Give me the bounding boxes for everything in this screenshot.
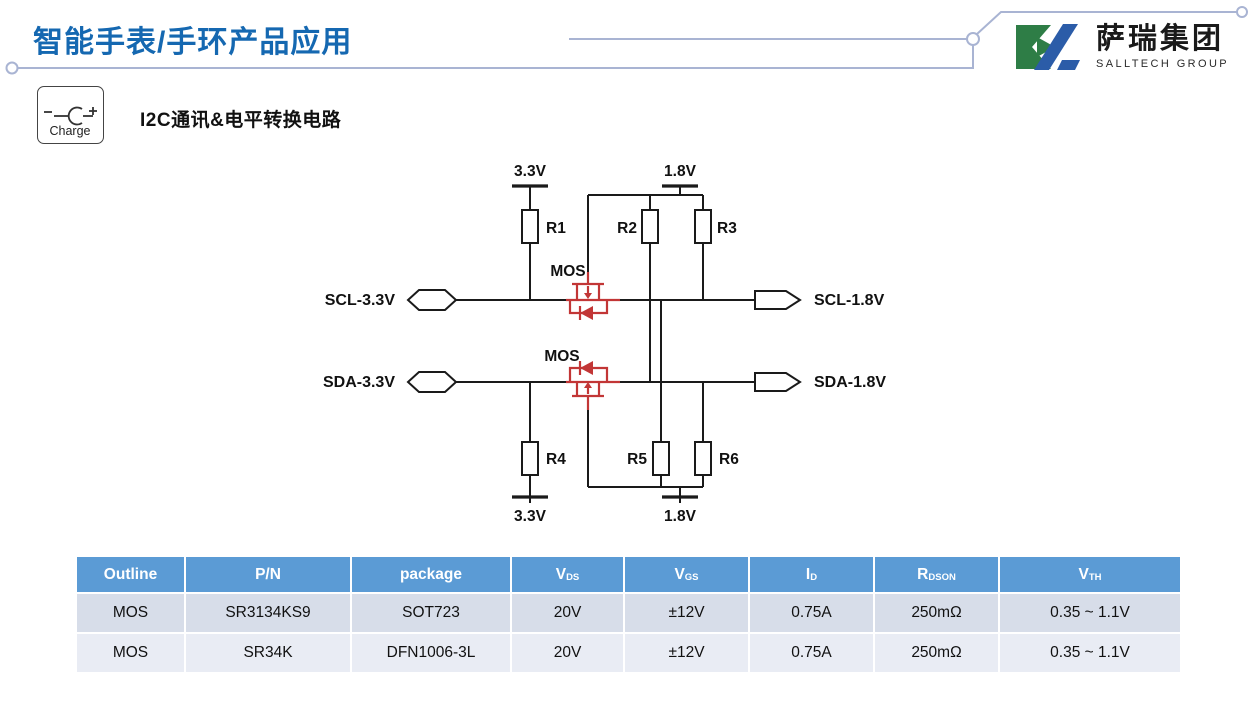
table-row1-rdson: 250mΩ bbox=[875, 592, 1000, 632]
col-header-vds: V DS bbox=[512, 557, 625, 592]
sda-out-connector bbox=[754, 372, 802, 392]
r1-label: R1 bbox=[546, 220, 566, 237]
resistor-r1 bbox=[521, 209, 539, 244]
col-header-pn: P/N bbox=[186, 557, 352, 592]
logo-mark-icon bbox=[1016, 24, 1080, 70]
sda-in-label: SDA-3.3V bbox=[323, 374, 395, 391]
logo-text: 萨瑞集团 SALLTECH GROUP bbox=[1096, 22, 1229, 77]
logo-name-cn: 萨瑞集团 bbox=[1096, 23, 1225, 55]
table-row2-outline: MOS bbox=[77, 632, 186, 672]
scl-in-label: SCL-3.3V bbox=[325, 292, 396, 309]
r6-label: R6 bbox=[719, 451, 739, 468]
section-heading: I2C通讯&电平转换电路 bbox=[140, 110, 342, 131]
charge-label: Charge bbox=[50, 124, 91, 138]
rail-top-33v-label: 3.3V bbox=[514, 163, 547, 180]
resistor-r4 bbox=[521, 441, 539, 476]
col-header-rdson: R DSON bbox=[875, 557, 1000, 592]
scl-in-connector bbox=[406, 289, 458, 311]
table-row2-pn: SR34K bbox=[186, 632, 352, 672]
battery-charge-icon: Charge bbox=[44, 106, 97, 138]
rail-top-18v-label: 1.8V bbox=[664, 163, 697, 180]
table-row2-vds: 20V bbox=[512, 632, 625, 672]
col-header-outline: Outline bbox=[77, 557, 186, 592]
table-row2-vth: 0.35 ~ 1.1V bbox=[1000, 632, 1180, 672]
table-row2-rdson: 250mΩ bbox=[875, 632, 1000, 672]
mos-scl-label: MOS bbox=[550, 263, 585, 280]
page-title: 智能手表/手环产品应用 bbox=[33, 26, 353, 59]
scl-out-label: SCL-1.8V bbox=[814, 292, 885, 309]
i2c-level-shift-schematic: 3.3V 1.8V 3.3V 1.8V R1 R2 R3 R4 R5 R6 MO… bbox=[323, 163, 886, 525]
resistors bbox=[521, 209, 712, 476]
table-row1-package: SOT723 bbox=[352, 592, 512, 632]
table-row1-outline: MOS bbox=[77, 592, 186, 632]
resistor-r5 bbox=[652, 441, 670, 476]
table-row1-pn: SR3134KS9 bbox=[186, 592, 352, 632]
mosfet-scl bbox=[566, 272, 620, 320]
sda-out-label: SDA-1.8V bbox=[814, 374, 886, 391]
logo-name-en: SALLTECH GROUP bbox=[1096, 58, 1230, 70]
table-row2-id: 0.75A bbox=[750, 632, 875, 672]
r4-label: R4 bbox=[546, 451, 566, 468]
mos-sda-label: MOS bbox=[544, 348, 579, 365]
rail-bottom-33v-label: 3.3V bbox=[514, 508, 547, 525]
table-row2-package: DFN1006-3L bbox=[352, 632, 512, 672]
resistor-r2 bbox=[641, 209, 659, 244]
port-connectors bbox=[406, 289, 802, 393]
mosfet-sda bbox=[566, 361, 620, 410]
table-row1-id: 0.75A bbox=[750, 592, 875, 632]
table-row2-vgs: ±12V bbox=[625, 632, 750, 672]
company-logo: 萨瑞集团 SALLTECH GROUP bbox=[1016, 22, 1248, 77]
r2-label: R2 bbox=[617, 220, 637, 237]
table-row1-vds: 20V bbox=[512, 592, 625, 632]
scl-out-connector bbox=[754, 290, 802, 310]
col-header-vth: V TH bbox=[1000, 557, 1180, 592]
r3-label: R3 bbox=[717, 220, 737, 237]
col-header-vgs: V GS bbox=[625, 557, 750, 592]
resistor-r6 bbox=[694, 441, 712, 476]
rail-bottom-18v-label: 1.8V bbox=[664, 508, 697, 525]
table-row1-vgs: ±12V bbox=[625, 592, 750, 632]
resistor-r3 bbox=[694, 209, 712, 244]
table-row1-vth: 0.35 ~ 1.1V bbox=[1000, 592, 1180, 632]
col-header-package: package bbox=[352, 557, 512, 592]
r5-label: R5 bbox=[627, 451, 647, 468]
sda-in-connector bbox=[406, 371, 458, 393]
charge-battery-badge: Charge bbox=[37, 86, 104, 144]
